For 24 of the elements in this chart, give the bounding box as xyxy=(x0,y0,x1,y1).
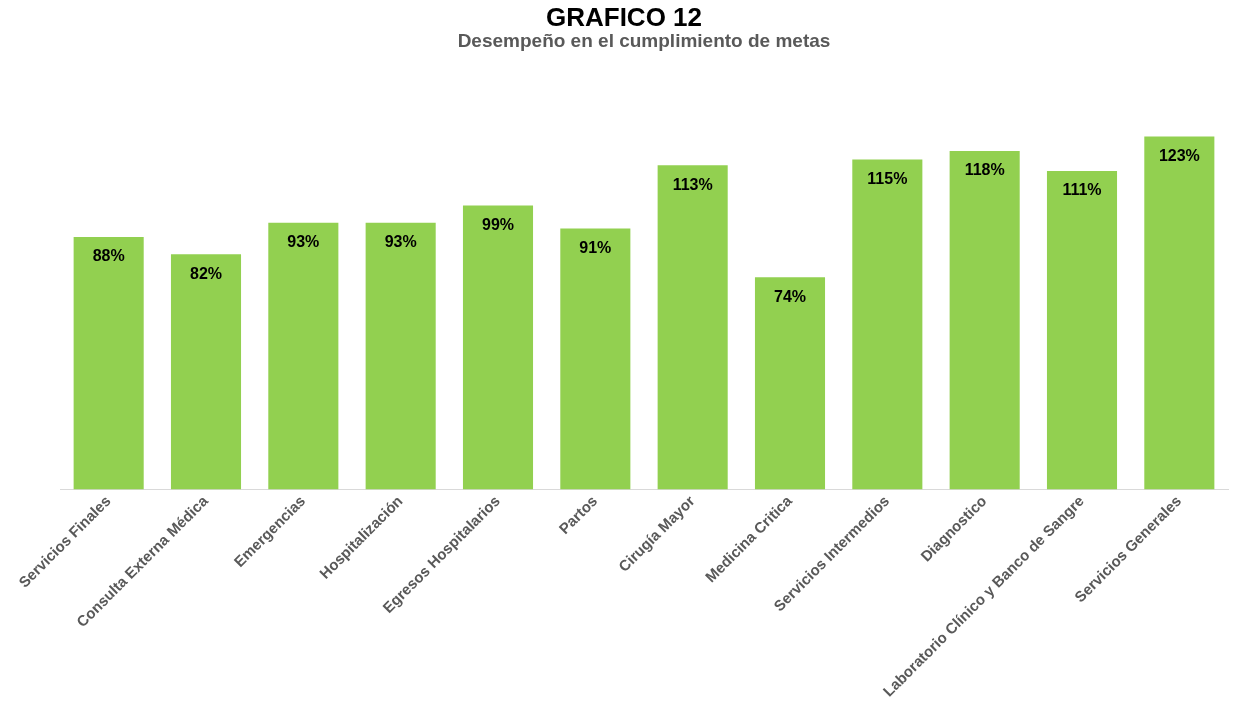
bar xyxy=(1144,136,1215,490)
bar xyxy=(170,254,242,490)
data-label: 115% xyxy=(867,169,908,187)
bar xyxy=(754,277,826,490)
bar xyxy=(657,165,728,490)
data-label: 123% xyxy=(1158,147,1200,164)
bar xyxy=(560,228,631,490)
data-label: 99% xyxy=(481,215,515,233)
data-label: 113% xyxy=(672,175,713,193)
bar xyxy=(462,205,534,490)
bar xyxy=(852,159,923,490)
data-label: 118% xyxy=(964,161,1005,179)
bar xyxy=(365,222,436,490)
data-label: 93% xyxy=(384,233,417,251)
data-label: 82% xyxy=(189,264,223,282)
bar xyxy=(1046,171,1118,490)
data-label: 111% xyxy=(1062,181,1102,199)
data-label: 74% xyxy=(773,287,807,305)
data-label: 91% xyxy=(579,238,612,256)
data-label: 93% xyxy=(287,233,320,251)
bar xyxy=(949,150,1020,490)
bar xyxy=(73,237,144,490)
data-label: 88% xyxy=(92,247,125,265)
bar xyxy=(268,222,339,490)
